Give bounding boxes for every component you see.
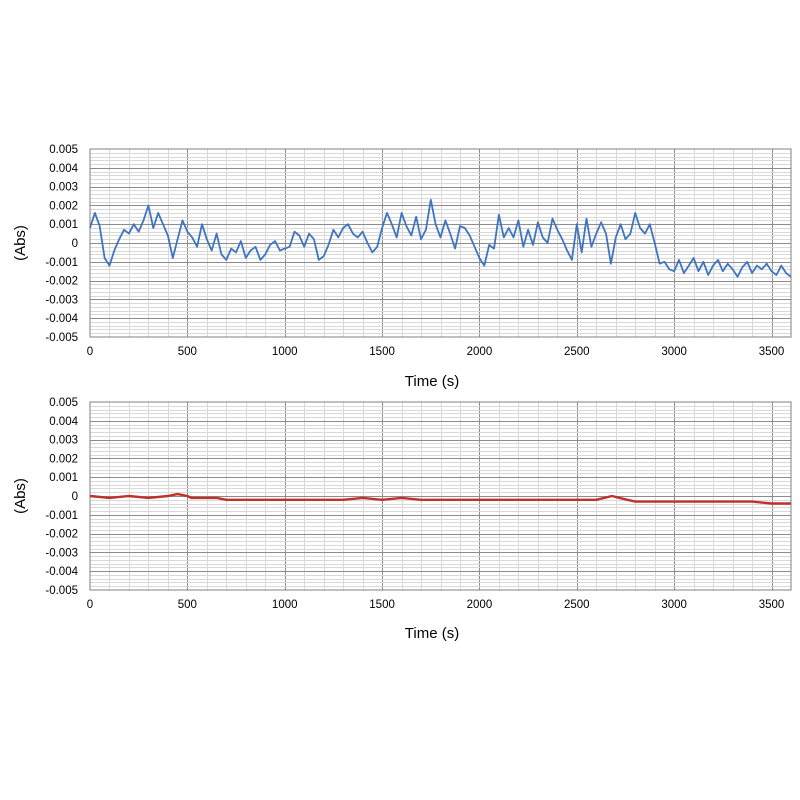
chart-top-x-tick-label: 1500 xyxy=(369,346,395,358)
chart-top: 0.005 0.004 0.003 0.002 0.001 0 -0.001 -… xyxy=(12,144,792,390)
chart-bottom-x-tick-label: 2000 xyxy=(467,599,493,611)
chart-top-y-tick-label: 0.005 xyxy=(49,144,78,156)
chart-top-y-tick-label: 0.003 xyxy=(49,182,78,194)
chart-top-y-axis-title: (Abs) xyxy=(12,225,29,261)
chart-bottom-y-tick-label: -0.002 xyxy=(45,529,78,541)
chart-bottom-y-tick-label: -0.001 xyxy=(45,510,78,522)
chart-top-plot-border xyxy=(89,148,792,338)
chart-top-x-tick-label: 2500 xyxy=(564,346,590,358)
chart-top-series xyxy=(89,198,792,278)
chart-bottom-y-tick-label: 0.005 xyxy=(49,397,78,409)
chart-bottom-y-tick-label: -0.003 xyxy=(45,547,78,559)
chart-bottom-y-tick-label: -0.004 xyxy=(45,566,78,578)
chart-bottom-x-tick-label: 1000 xyxy=(272,599,298,611)
chart-bottom-y-tick-label: 0 xyxy=(72,491,78,503)
chart-top-y-tick-label: -0.005 xyxy=(45,332,78,344)
chart-bottom-y-ticks: 0.005 0.004 0.003 0.002 0.001 0 -0.001 -… xyxy=(45,397,78,597)
chart-top-x-tick-label: 3500 xyxy=(759,346,785,358)
chart-top-x-ticks: 0 500 1000 1500 2000 2500 3000 3500 xyxy=(87,346,785,358)
chart-top-series-line xyxy=(89,198,792,278)
chart-bottom: 0.005 0.004 0.003 0.002 0.001 0 -0.001 -… xyxy=(12,397,792,642)
chart-top-y-ticks: 0.005 0.004 0.003 0.002 0.001 0 -0.001 -… xyxy=(45,144,78,344)
chart-top-y-tick-label: 0 xyxy=(72,238,78,250)
chart-top-y-tick-label: -0.001 xyxy=(45,257,78,269)
chart-top-y-tick-label: 0.002 xyxy=(49,200,78,212)
chart-bottom-y-tick-label: 0.002 xyxy=(49,453,78,465)
chart-bottom-x-ticks: 0 500 1000 1500 2000 2500 3000 3500 xyxy=(87,599,785,611)
chart-top-x-axis-title: Time (s) xyxy=(405,373,459,390)
chart-bottom-y-tick-label: 0.004 xyxy=(49,416,78,428)
chart-bottom-x-tick-label: 0 xyxy=(87,599,93,611)
chart-bottom-x-axis-title: Time (s) xyxy=(405,625,459,642)
chart-top-x-tick-label: 500 xyxy=(178,346,197,358)
chart-top-plot-area xyxy=(89,148,792,338)
chart-bottom-y-axis-title: (Abs) xyxy=(12,478,29,514)
chart-top-y-tick-label: 0.004 xyxy=(49,163,78,175)
chart-top-x-tick-label: 2000 xyxy=(467,346,493,358)
chart-top-y-tick-label: -0.003 xyxy=(45,294,78,306)
chart-top-y-tick-label: -0.002 xyxy=(45,276,78,288)
chart-bottom-series xyxy=(89,492,791,505)
chart-top-x-tick-label: 3000 xyxy=(661,346,687,358)
chart-top-y-tick-label: -0.004 xyxy=(45,313,78,325)
chart-bottom-grid xyxy=(90,402,791,590)
chart-bottom-x-tick-label: 2500 xyxy=(564,599,590,611)
chart-bottom-x-tick-label: 3500 xyxy=(759,599,785,611)
chart-bottom-x-tick-label: 500 xyxy=(178,599,197,611)
chart-bottom-plot-area xyxy=(89,401,792,591)
chart-bottom-x-tick-label: 1500 xyxy=(369,599,395,611)
chart-top-y-tick-label: 0.001 xyxy=(49,219,78,231)
chart-top-grid xyxy=(90,149,791,337)
chart-bottom-y-tick-label: 0.003 xyxy=(49,435,78,447)
chart-top-x-tick-label: 0 xyxy=(87,346,93,358)
chart-bottom-x-tick-label: 3000 xyxy=(661,599,687,611)
chart-bottom-y-tick-label: -0.005 xyxy=(45,585,78,597)
chart-top-x-tick-label: 1000 xyxy=(272,346,298,358)
chart-bottom-y-tick-label: 0.001 xyxy=(49,472,78,484)
chart-bottom-series-line xyxy=(89,492,791,505)
